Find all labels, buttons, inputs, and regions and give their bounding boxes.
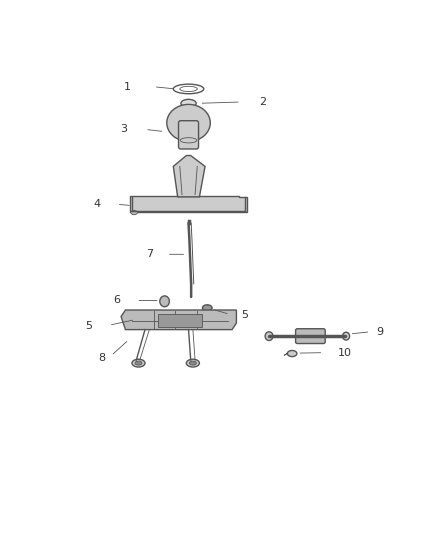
Text: 2: 2 [259, 97, 266, 107]
Ellipse shape [186, 359, 199, 367]
FancyBboxPatch shape [179, 120, 198, 149]
Text: 4: 4 [94, 199, 101, 209]
Ellipse shape [131, 211, 138, 215]
Ellipse shape [167, 104, 210, 141]
Polygon shape [130, 196, 247, 212]
FancyBboxPatch shape [158, 313, 201, 327]
Text: 6: 6 [113, 295, 120, 305]
Text: 9: 9 [377, 327, 384, 337]
Ellipse shape [135, 361, 142, 365]
Ellipse shape [202, 305, 212, 311]
Ellipse shape [160, 296, 170, 307]
Ellipse shape [135, 315, 145, 321]
Ellipse shape [181, 99, 196, 107]
Polygon shape [173, 156, 205, 197]
FancyBboxPatch shape [296, 329, 325, 344]
Ellipse shape [265, 332, 273, 341]
Text: 5: 5 [85, 321, 92, 331]
Ellipse shape [287, 351, 297, 357]
Text: 3: 3 [120, 124, 127, 134]
Text: 5: 5 [242, 310, 249, 320]
Ellipse shape [189, 361, 196, 365]
Text: 8: 8 [98, 353, 105, 363]
Ellipse shape [132, 359, 145, 367]
Text: 7: 7 [146, 249, 153, 260]
Ellipse shape [343, 332, 350, 340]
Text: 1: 1 [124, 82, 131, 92]
Polygon shape [121, 310, 237, 329]
Text: 10: 10 [338, 348, 352, 358]
